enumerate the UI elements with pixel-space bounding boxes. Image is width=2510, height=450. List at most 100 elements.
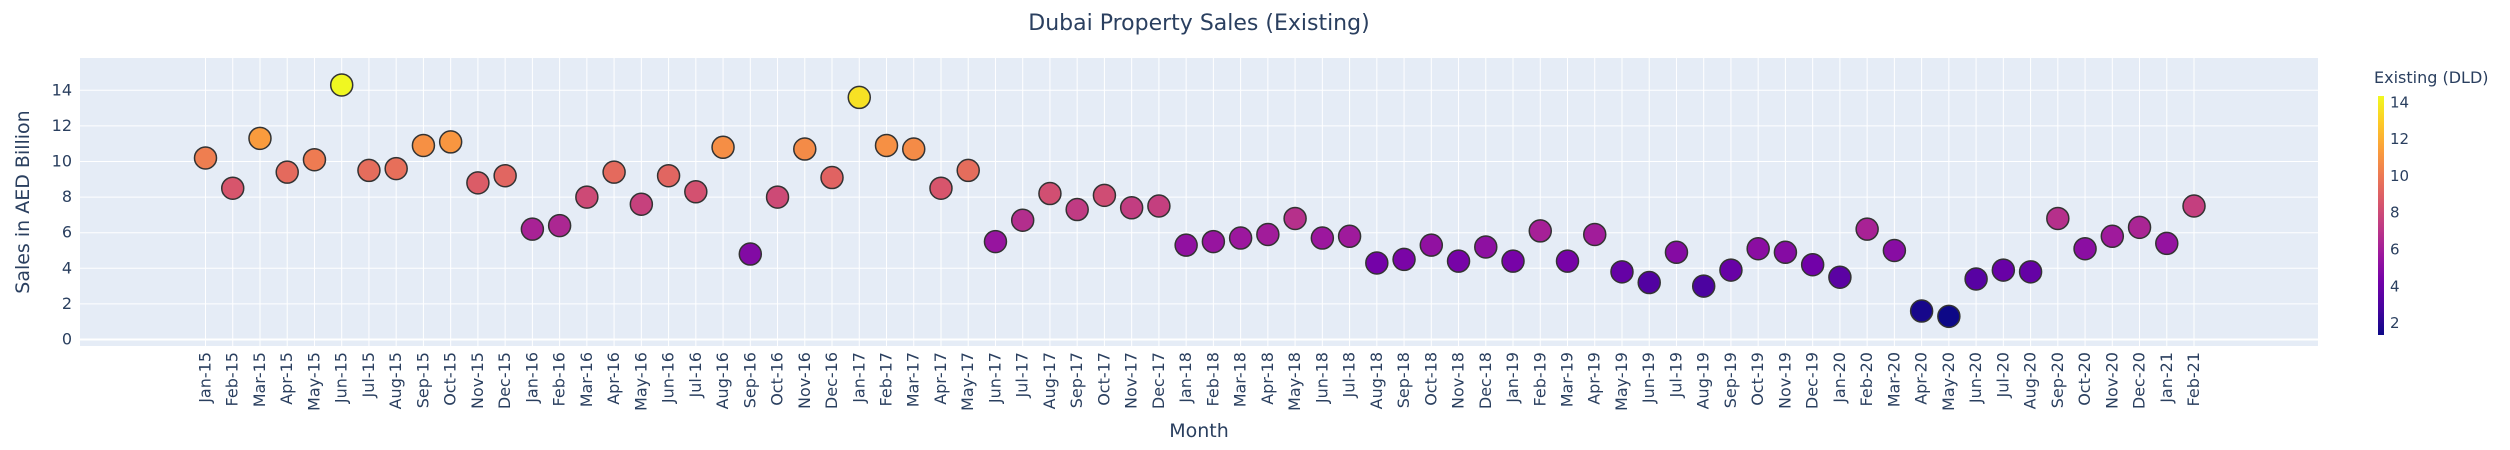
data-point[interactable]: [220, 176, 245, 200]
data-point[interactable]: [2018, 260, 2043, 284]
data-point[interactable]: [656, 163, 681, 188]
data-point[interactable]: [738, 242, 763, 266]
x-tick-label: Jun-20: [1966, 352, 1985, 404]
data-point[interactable]: [1174, 233, 1198, 257]
data-point[interactable]: [575, 185, 599, 209]
data-point[interactable]: [1746, 236, 1770, 261]
data-point[interactable]: [1501, 249, 1525, 273]
data-point[interactable]: [493, 163, 517, 188]
data-point[interactable]: [2155, 231, 2179, 256]
data-point[interactable]: [1909, 299, 1934, 323]
data-point[interactable]: [411, 133, 436, 158]
data-point[interactable]: [329, 73, 354, 97]
data-point[interactable]: [1365, 251, 1389, 275]
data-point[interactable]: [1555, 249, 1580, 273]
data-point[interactable]: [1610, 260, 1634, 284]
data-point[interactable]: [547, 213, 572, 238]
data-point[interactable]: [629, 192, 654, 216]
data-point[interactable]: [1937, 304, 1961, 329]
data-point[interactable]: [2046, 206, 2070, 231]
x-tick-label: Jan-19: [1503, 352, 1522, 404]
data-point[interactable]: [1038, 181, 1062, 206]
data-point[interactable]: [1010, 208, 1035, 232]
data-point[interactable]: [956, 158, 980, 183]
x-tick-label: Jun-17: [985, 352, 1004, 404]
data-point[interactable]: [1882, 238, 1907, 263]
x-tick-label: Feb-15: [223, 352, 242, 406]
data-point[interactable]: [847, 85, 872, 110]
data-point[interactable]: [1719, 258, 1743, 282]
data-point[interactable]: [1228, 226, 1253, 250]
data-point[interactable]: [193, 146, 218, 170]
data-point[interactable]: [1964, 267, 1988, 291]
data-point[interactable]: [1828, 265, 1852, 289]
data-point[interactable]: [1474, 235, 1498, 259]
data-point[interactable]: [357, 158, 381, 183]
data-point[interactable]: [711, 135, 735, 160]
data-point[interactable]: [1310, 226, 1335, 250]
x-tick-label: Feb-20: [1857, 352, 1876, 406]
data-point[interactable]: [1446, 249, 1471, 273]
data-point[interactable]: [1256, 222, 1280, 247]
x-tick-label: Oct-18: [1421, 352, 1440, 406]
data-point[interactable]: [874, 133, 899, 158]
x-tick-label: Jun-16: [659, 352, 678, 404]
data-point[interactable]: [1528, 219, 1553, 243]
x-tick-label: Oct-16: [768, 352, 787, 406]
x-tick-label: Oct-20: [2075, 352, 2094, 406]
x-tick-label: Aug-20: [2021, 352, 2040, 409]
data-point[interactable]: [765, 185, 790, 209]
data-point[interactable]: [1637, 270, 1661, 295]
data-point[interactable]: [438, 130, 463, 154]
x-tick-label: Feb-19: [1530, 352, 1549, 406]
data-point[interactable]: [983, 229, 1008, 254]
colorbar-tick-label: 10: [2390, 167, 2409, 185]
data-point[interactable]: [684, 180, 708, 204]
x-tick-label: Apr-15: [277, 352, 296, 405]
data-point[interactable]: [520, 217, 545, 241]
data-point[interactable]: [275, 160, 299, 184]
data-point[interactable]: [1664, 240, 1689, 265]
x-tick-label: Apr-20: [1912, 352, 1931, 405]
data-point[interactable]: [2073, 236, 2097, 261]
x-tick-label: Jun-15: [332, 352, 351, 404]
data-point[interactable]: [1800, 252, 1825, 277]
data-point[interactable]: [1092, 183, 1117, 208]
data-point[interactable]: [2127, 215, 2152, 240]
data-point[interactable]: [248, 126, 272, 151]
colorbar: Existing (DLD) 2 4 6 8 10 12 14: [2374, 68, 2489, 335]
x-tick-label: Dec-15: [495, 352, 514, 409]
x-tick-label: May-20: [1939, 352, 1958, 411]
data-point[interactable]: [302, 147, 327, 172]
data-point[interactable]: [2100, 224, 2125, 249]
data-point[interactable]: [1582, 222, 1607, 247]
data-point[interactable]: [2182, 194, 2206, 218]
y-tick-label: 12: [52, 116, 72, 135]
y-tick-label: 0: [62, 330, 72, 349]
plot-background: [80, 58, 2318, 346]
data-point[interactable]: [1201, 229, 1226, 254]
data-point[interactable]: [1147, 194, 1171, 218]
data-point[interactable]: [466, 171, 490, 195]
data-point[interactable]: [1773, 240, 1798, 265]
data-point[interactable]: [1283, 206, 1307, 231]
data-point[interactable]: [901, 137, 926, 161]
data-point[interactable]: [1337, 224, 1362, 249]
data-point[interactable]: [1991, 258, 2016, 282]
data-point[interactable]: [793, 137, 817, 161]
x-tick-label: Nov-19: [1775, 352, 1794, 409]
data-point[interactable]: [1392, 247, 1416, 272]
data-point[interactable]: [602, 160, 626, 184]
data-point[interactable]: [1419, 233, 1444, 257]
data-point[interactable]: [1855, 217, 1879, 241]
x-tick-label: May-16: [631, 352, 650, 411]
data-point[interactable]: [1065, 197, 1089, 222]
data-point[interactable]: [384, 156, 408, 181]
x-axis-title: Month: [1169, 420, 1229, 442]
data-point[interactable]: [929, 176, 953, 200]
data-point[interactable]: [820, 165, 844, 190]
x-tick-label: Aug-17: [1040, 352, 1059, 409]
data-point[interactable]: [1119, 196, 1144, 220]
data-point[interactable]: [1691, 274, 1716, 298]
